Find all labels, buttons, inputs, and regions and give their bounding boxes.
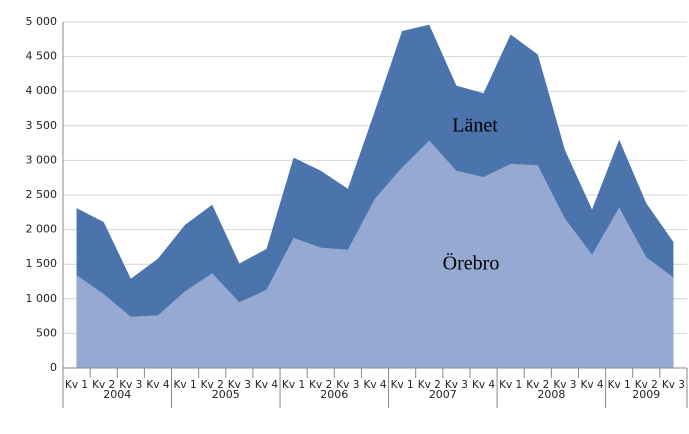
x-tick-label: Kv 2 <box>418 379 441 391</box>
y-tick-label: 3 000 <box>26 153 58 166</box>
series-label: Länet <box>452 115 498 137</box>
x-tick-label: Kv 4 <box>255 379 278 391</box>
x-tick-label: Kv 1 <box>499 379 522 391</box>
y-tick-label: 0 <box>50 361 57 374</box>
y-tick-label: 3 500 <box>26 119 58 132</box>
x-tick-label: Kv 2 <box>309 379 332 391</box>
y-tick-label: 2 500 <box>26 188 58 201</box>
x-tick-label: Kv 2 <box>526 379 549 391</box>
x-tick-label: Kv 4 <box>146 379 169 391</box>
series-label: Örebro <box>443 252 500 275</box>
x-tick-label: Kv 1 <box>282 379 305 391</box>
x-tick-label: Kv 3 <box>553 379 576 391</box>
x-tick-label: Kv 2 <box>92 379 115 391</box>
y-tick-label: 1 500 <box>26 257 58 270</box>
group-label: 2005 <box>212 388 240 401</box>
y-tick-label: 4 500 <box>26 50 58 63</box>
x-tick-label: Kv 3 <box>662 379 685 391</box>
y-tick-label: 4 000 <box>26 84 58 97</box>
x-tick-label: Kv 3 <box>445 379 468 391</box>
x-tick-label: Kv 1 <box>608 379 631 391</box>
y-tick-label: 1 000 <box>26 292 58 305</box>
group-label: 2009 <box>632 388 660 401</box>
x-tick-label: Kv 3 <box>336 379 359 391</box>
x-tick-label: Kv 3 <box>119 379 142 391</box>
group-label: 2006 <box>320 388 348 401</box>
y-tick-label: 500 <box>36 326 57 339</box>
group-label: 2007 <box>429 388 457 401</box>
x-tick-label: Kv 3 <box>228 379 251 391</box>
x-tick-label: Kv 1 <box>391 379 414 391</box>
group-label: 2004 <box>103 388 131 401</box>
x-tick-label: Kv 1 <box>174 379 197 391</box>
area <box>76 140 674 368</box>
x-tick-label: Kv 2 <box>201 379 224 391</box>
x-tick-label: Kv 1 <box>65 379 88 391</box>
x-tick-label: Kv 4 <box>580 379 603 391</box>
x-tick-label: Kv 4 <box>363 379 386 391</box>
x-tick-label: Kv 4 <box>472 379 495 391</box>
x-tick-label: Kv 2 <box>635 379 658 391</box>
group-label: 2008 <box>537 388 565 401</box>
y-tick-label: 2 000 <box>26 223 58 236</box>
y-tick-label: 5 000 <box>26 15 58 28</box>
